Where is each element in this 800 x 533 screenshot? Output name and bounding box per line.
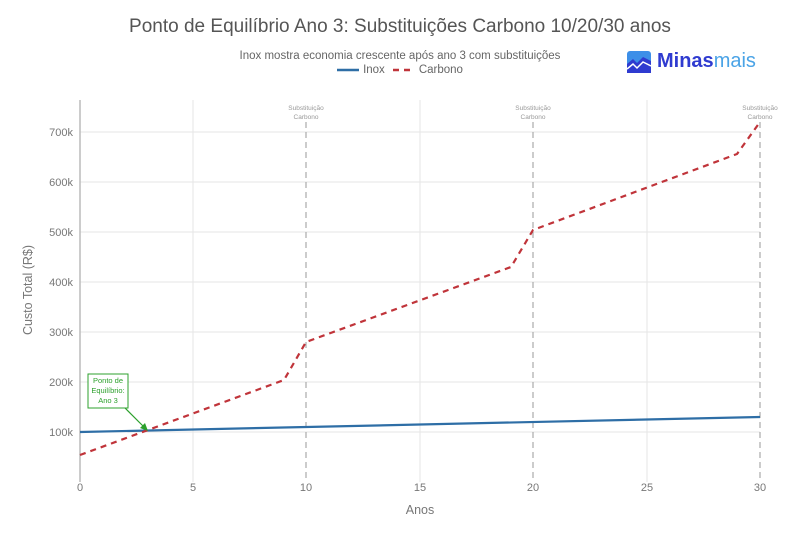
svg-text:Ponto de: Ponto de [93, 376, 123, 385]
logo-text-light: mais [713, 50, 756, 72]
arrow-icon [140, 423, 148, 431]
legend-label-carbono: Carbono [418, 64, 463, 76]
svg-text:Substituição: Substituição [288, 105, 324, 112]
logo-text-bold: Minas [657, 50, 714, 72]
svg-text:300k: 300k [49, 327, 73, 339]
legend-item-inox[interactable]: Inox [337, 64, 385, 76]
svg-text:0: 0 [77, 482, 83, 494]
svg-text:30: 30 [754, 482, 766, 494]
y-axis-label: Custo Total (R$) [21, 245, 35, 335]
wave-logo-icon [627, 50, 651, 73]
svg-text:10: 10 [300, 482, 312, 494]
svg-text:500k: 500k [49, 227, 73, 239]
y-tick-labels: 100k 200k 300k 400k 500k 600k 700k [49, 127, 73, 439]
svg-text:200k: 200k [49, 377, 73, 389]
legend: Inox Carbono [0, 64, 800, 76]
svg-text:15: 15 [414, 482, 426, 494]
solid-line-icon [337, 68, 360, 72]
svg-text:Substituição: Substituição [742, 105, 778, 112]
replacement-lines [305, 122, 761, 482]
legend-item-carbono[interactable]: Carbono [392, 64, 463, 76]
chart-subtitle: Inox mostra economia crescente após ano … [239, 50, 561, 62]
legend-label-inox: Inox [363, 64, 385, 76]
svg-text:100k: 100k [49, 427, 73, 439]
svg-text:Ano 3: Ano 3 [98, 396, 118, 405]
svg-text:Substituição: Substituição [515, 105, 551, 112]
x-tick-labels: 0 5 10 15 20 25 30 [77, 482, 766, 494]
svg-text:25: 25 [641, 482, 653, 494]
grid-lines [80, 100, 760, 482]
svg-text:Carbono: Carbono [748, 114, 773, 121]
series-inox-line [79, 415, 761, 434]
svg-text:20: 20 [527, 482, 539, 494]
svg-text:700k: 700k [49, 127, 73, 139]
replacement-labels: Substituição Carbono Substituição Carbon… [288, 105, 778, 121]
svg-text:Carbono: Carbono [521, 114, 546, 121]
dashed-line-icon [392, 68, 415, 72]
series-carbono-line [79, 121, 761, 457]
svg-text:600k: 600k [49, 177, 73, 189]
svg-text:5: 5 [190, 482, 196, 494]
svg-text:Equilíbrio:: Equilíbrio: [91, 386, 124, 395]
svg-text:400k: 400k [49, 277, 73, 289]
chart-title: Ponto de Equilíbrio Ano 3: Substituições… [129, 16, 671, 37]
minasmais-logo: Minasmais [627, 50, 756, 73]
breakeven-annotation: Ponto de Equilíbrio: Ano 3 [87, 373, 148, 431]
svg-text:Carbono: Carbono [294, 114, 319, 121]
x-axis-label: Anos [406, 503, 435, 517]
